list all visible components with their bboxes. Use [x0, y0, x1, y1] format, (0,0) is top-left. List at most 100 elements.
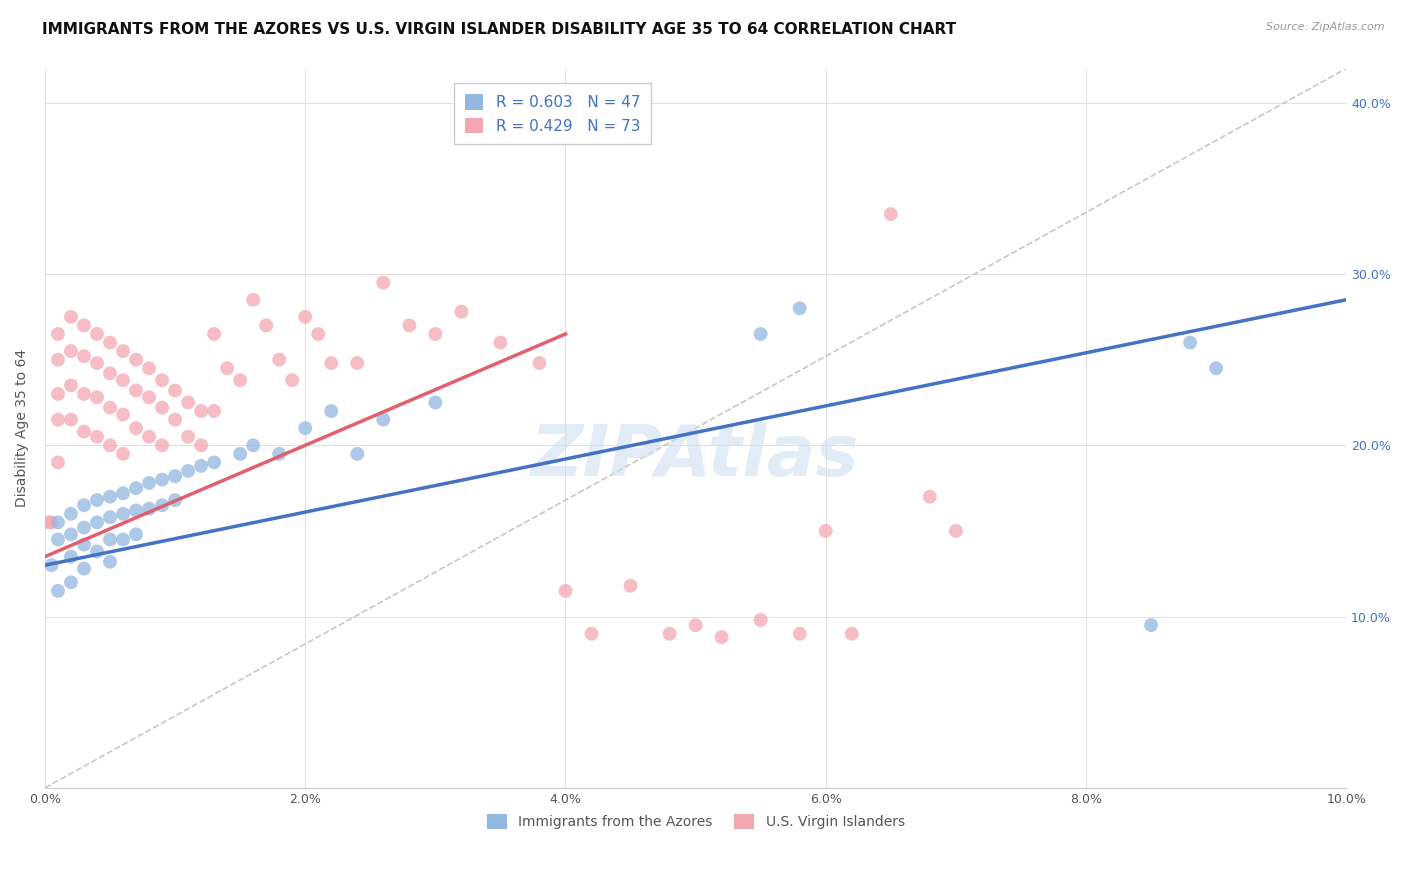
Point	[150, 401, 173, 415]
Point	[138, 361, 160, 376]
Point	[46, 583, 69, 598]
Point	[73, 538, 96, 552]
Point	[46, 533, 69, 547]
Point	[86, 544, 108, 558]
Point	[281, 373, 304, 387]
Point	[373, 276, 395, 290]
Point	[86, 356, 108, 370]
Point	[73, 387, 96, 401]
Point	[789, 301, 811, 316]
Point	[529, 356, 551, 370]
Point	[918, 490, 941, 504]
Point	[190, 458, 212, 473]
Point	[125, 481, 148, 495]
Point	[165, 469, 187, 483]
Point	[346, 356, 368, 370]
Point	[73, 520, 96, 534]
Point	[685, 618, 707, 632]
Point	[658, 626, 681, 640]
Point	[112, 447, 135, 461]
Point	[177, 430, 200, 444]
Point	[112, 507, 135, 521]
Point	[398, 318, 420, 333]
Point	[581, 626, 603, 640]
Point	[98, 533, 121, 547]
Point	[138, 390, 160, 404]
Point	[46, 326, 69, 341]
Point	[98, 555, 121, 569]
Point	[138, 430, 160, 444]
Point	[73, 561, 96, 575]
Point	[59, 549, 82, 564]
Text: Source: ZipAtlas.com: Source: ZipAtlas.com	[1267, 22, 1385, 32]
Point	[138, 501, 160, 516]
Point	[46, 412, 69, 426]
Point	[346, 447, 368, 461]
Point	[59, 412, 82, 426]
Point	[59, 310, 82, 324]
Point	[46, 455, 69, 469]
Point	[112, 373, 135, 387]
Point	[749, 613, 772, 627]
Point	[294, 310, 316, 324]
Point	[165, 412, 187, 426]
Point	[880, 207, 903, 221]
Point	[177, 464, 200, 478]
Point	[177, 395, 200, 409]
Point	[1140, 618, 1163, 632]
Point	[59, 575, 82, 590]
Point	[98, 335, 121, 350]
Point	[489, 335, 512, 350]
Point	[73, 349, 96, 363]
Point	[945, 524, 967, 538]
Point	[59, 378, 82, 392]
Point	[165, 493, 187, 508]
Point	[321, 404, 343, 418]
Point	[229, 373, 252, 387]
Point	[202, 326, 225, 341]
Point	[59, 344, 82, 359]
Y-axis label: Disability Age 35 to 64: Disability Age 35 to 64	[15, 349, 30, 508]
Point	[86, 326, 108, 341]
Point	[202, 455, 225, 469]
Point	[73, 425, 96, 439]
Point	[254, 318, 277, 333]
Point	[1178, 335, 1201, 350]
Point	[112, 408, 135, 422]
Point	[46, 352, 69, 367]
Point	[789, 626, 811, 640]
Point	[98, 490, 121, 504]
Point	[450, 304, 472, 318]
Point	[59, 527, 82, 541]
Point	[98, 401, 121, 415]
Point	[242, 293, 264, 307]
Point	[749, 326, 772, 341]
Point	[217, 361, 239, 376]
Point	[138, 475, 160, 490]
Point	[269, 352, 291, 367]
Point	[112, 486, 135, 500]
Point	[125, 527, 148, 541]
Point	[202, 404, 225, 418]
Point	[150, 473, 173, 487]
Point	[190, 404, 212, 418]
Point	[125, 352, 148, 367]
Point	[229, 447, 252, 461]
Legend: Immigrants from the Azores, U.S. Virgin Islanders: Immigrants from the Azores, U.S. Virgin …	[481, 809, 910, 835]
Point	[425, 395, 447, 409]
Point	[86, 430, 108, 444]
Point	[86, 390, 108, 404]
Point	[294, 421, 316, 435]
Point	[38, 516, 60, 530]
Point	[425, 326, 447, 341]
Point	[59, 507, 82, 521]
Point	[242, 438, 264, 452]
Point	[86, 516, 108, 530]
Point	[98, 438, 121, 452]
Point	[150, 498, 173, 512]
Point	[112, 344, 135, 359]
Point	[190, 438, 212, 452]
Point	[814, 524, 837, 538]
Point	[41, 558, 63, 573]
Text: IMMIGRANTS FROM THE AZORES VS U.S. VIRGIN ISLANDER DISABILITY AGE 35 TO 64 CORRE: IMMIGRANTS FROM THE AZORES VS U.S. VIRGI…	[42, 22, 956, 37]
